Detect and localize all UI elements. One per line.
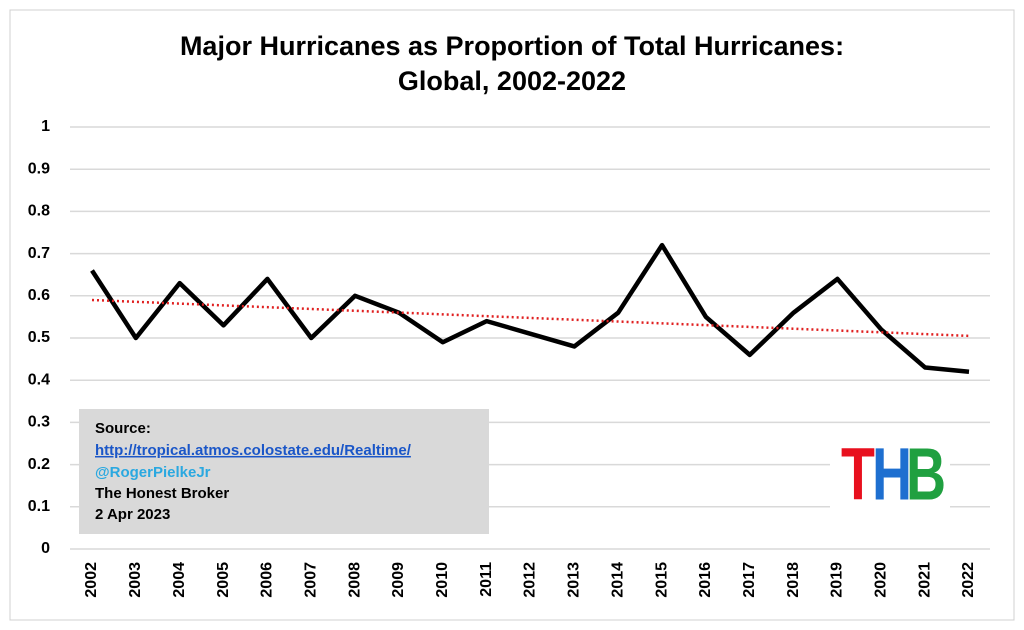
x-tick-label: 2007	[302, 562, 319, 598]
x-tick-label: 2002	[83, 562, 100, 598]
x-tick-label: 2021	[916, 562, 933, 598]
x-tick-label: 2006	[259, 562, 276, 598]
source-publisher: The Honest Broker	[95, 485, 229, 502]
y-tick-label: 0.1	[28, 498, 50, 515]
x-tick-label: 2022	[960, 562, 977, 598]
source-url: http://tropical.atmos.colostate.edu/Real…	[95, 442, 412, 459]
x-tick-label: 2016	[697, 562, 714, 598]
x-tick-label: 2009	[390, 562, 407, 598]
y-tick-label: 0.6	[28, 287, 50, 304]
logo-bg	[830, 430, 950, 520]
x-tick-label: 2004	[171, 562, 188, 598]
source-date: 2 Apr 2023	[95, 506, 170, 523]
y-tick-label: 0.2	[28, 456, 50, 473]
chart-title: Major Hurricanes as Proportion of Total …	[180, 31, 844, 61]
x-tick-label: 2020	[873, 562, 890, 598]
source-box	[79, 409, 489, 534]
x-tick-label: 2003	[127, 562, 144, 598]
logo-letter: B	[906, 433, 946, 516]
x-tick-label: 2005	[215, 562, 232, 598]
x-tick-label: 2012	[522, 562, 539, 598]
y-tick-label: 0.4	[28, 371, 50, 388]
x-tick-label: 2015	[653, 562, 670, 598]
x-tick-label: 2014	[609, 562, 626, 598]
x-tick-label: 2011	[478, 562, 495, 597]
chart-title: Global, 2002-2022	[398, 66, 626, 96]
x-tick-label: 2019	[829, 562, 846, 598]
y-tick-label: 0.8	[28, 203, 50, 220]
y-tick-label: 0.9	[28, 160, 50, 177]
y-tick-label: 0	[41, 540, 50, 557]
source-handle: @RogerPielkeJr	[95, 464, 211, 481]
data-line	[90, 242, 970, 374]
logo-letter: H	[872, 433, 912, 516]
x-tick-label: 2017	[741, 562, 758, 598]
x-tick-label: 2018	[785, 562, 802, 598]
source-heading: Source:	[95, 420, 151, 437]
y-tick-label: 0.5	[28, 329, 50, 346]
x-tick-label: 2013	[566, 562, 583, 598]
x-tick-label: 2010	[434, 562, 451, 598]
y-tick-label: 1	[41, 118, 50, 135]
y-tick-label: 0.7	[28, 245, 50, 262]
y-tick-label: 0.3	[28, 414, 50, 431]
trend-line	[91, 298, 970, 338]
x-tick-label: 2008	[346, 562, 363, 598]
logo-letter: T	[841, 433, 875, 516]
